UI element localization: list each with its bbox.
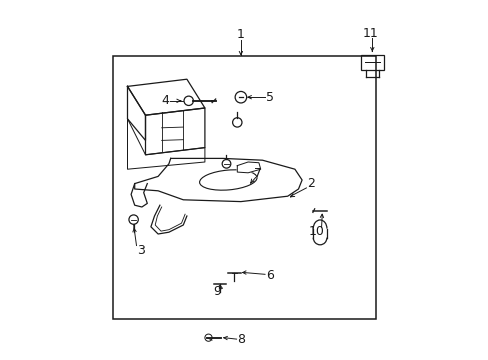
Bar bbox=[113, 56, 375, 319]
Text: 1: 1 bbox=[237, 28, 244, 41]
Text: 2: 2 bbox=[306, 177, 314, 190]
Text: 11: 11 bbox=[362, 27, 378, 40]
Ellipse shape bbox=[199, 170, 257, 190]
Text: 3: 3 bbox=[137, 244, 145, 257]
Polygon shape bbox=[145, 108, 204, 155]
Text: 6: 6 bbox=[265, 269, 273, 282]
Bar bbox=[360, 55, 383, 70]
Polygon shape bbox=[127, 86, 145, 140]
Polygon shape bbox=[127, 119, 204, 169]
Polygon shape bbox=[127, 79, 204, 115]
Text: 7: 7 bbox=[254, 167, 262, 180]
Text: 8: 8 bbox=[237, 333, 245, 346]
Text: 5: 5 bbox=[266, 91, 274, 104]
Text: 4: 4 bbox=[161, 94, 169, 107]
Polygon shape bbox=[134, 158, 302, 202]
Text: 9: 9 bbox=[213, 285, 221, 298]
Text: 10: 10 bbox=[308, 225, 324, 238]
Polygon shape bbox=[237, 162, 260, 173]
